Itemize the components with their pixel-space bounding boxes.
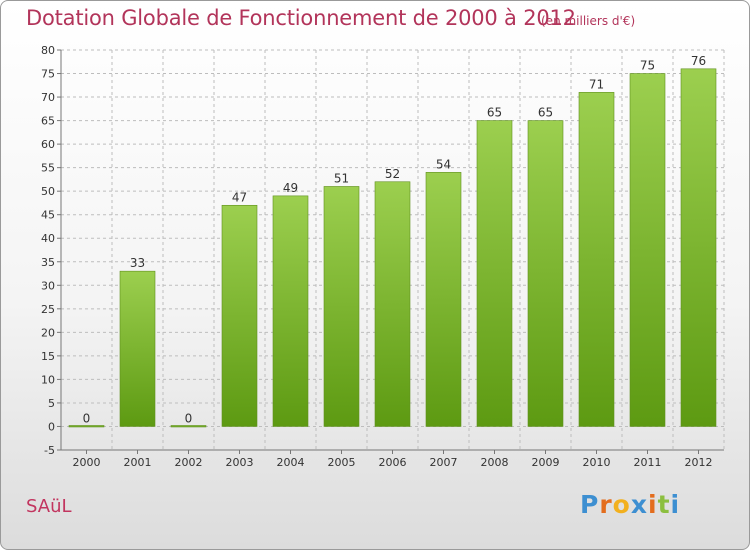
bar-2010 (578, 92, 615, 427)
x-tick-label-2007: 2007 (430, 456, 458, 469)
proxiti-logo[interactable]: Proxiti (580, 490, 680, 519)
data-label-2005: 51 (334, 171, 349, 185)
x-tick-label-2001: 2001 (124, 456, 152, 469)
data-label-2007: 54 (436, 157, 451, 171)
data-label-2001: 33 (130, 256, 145, 270)
x-tick-label-2008: 2008 (481, 456, 509, 469)
bar-2008 (476, 120, 513, 427)
bar-2007 (425, 172, 462, 427)
x-tick-label-2009: 2009 (532, 456, 560, 469)
brand-letter: P (580, 490, 600, 519)
x-tick-label-2006: 2006 (379, 456, 407, 469)
y-tick-label: 80 (41, 44, 55, 57)
brand-letter: i (648, 490, 658, 519)
y-tick-label: 45 (41, 209, 55, 222)
y-tick-label: 30 (41, 279, 55, 292)
brand-letter: i (670, 490, 681, 519)
data-label-2004: 49 (283, 181, 298, 195)
brand-letter: o (612, 490, 631, 519)
data-labels: 0 33 0 47 49 51 52 54 65 65 71 75 76 (83, 54, 706, 426)
data-label-2008: 65 (487, 106, 502, 120)
y-tick-label: 75 (41, 68, 55, 81)
y-tick-label: 50 (41, 185, 55, 198)
y-tick-label: 15 (41, 350, 55, 363)
bar-2004 (272, 195, 309, 427)
bar-2011 (629, 73, 666, 427)
bar-2012 (680, 68, 717, 427)
bar-2000 (68, 425, 105, 428)
y-tick-label: 35 (41, 256, 55, 269)
data-label-2009: 65 (538, 106, 553, 120)
commune-name: SAüL (26, 496, 72, 517)
data-label-2000: 0 (83, 411, 91, 425)
x-tick-label-2010: 2010 (583, 456, 611, 469)
bars (68, 68, 717, 428)
y-tick-label: 5 (48, 397, 55, 410)
y-tick-label: 65 (41, 115, 55, 128)
bar-2009 (527, 120, 564, 427)
brand-letter: r (599, 490, 613, 519)
x-tick-label-2012: 2012 (685, 456, 713, 469)
chart-title: Dotation Globale de Fonctionnement de 20… (26, 6, 576, 30)
y-tick-label: 70 (41, 91, 55, 104)
chart-unit-label: (en milliers d'€) (541, 14, 636, 28)
y-tick-label: -5 (44, 444, 55, 457)
y-tick-label: 10 (41, 373, 55, 386)
x-tick-label-2011: 2011 (634, 456, 662, 469)
data-label-2010: 71 (589, 77, 604, 91)
x-tick-label-2005: 2005 (328, 456, 356, 469)
y-tick-label: 60 (41, 138, 55, 151)
data-label-2003: 47 (232, 190, 247, 204)
y-tick-label: 0 (48, 420, 55, 433)
y-tick-label: 40 (41, 232, 55, 245)
data-label-2002: 0 (185, 411, 193, 425)
data-label-2006: 52 (385, 167, 400, 181)
y-tick-label: 20 (41, 326, 55, 339)
x-tick-label-2000: 2000 (73, 456, 101, 469)
x-tick-label-2004: 2004 (277, 456, 305, 469)
data-label-2011: 75 (640, 59, 655, 73)
brand-letter: x (630, 490, 648, 519)
x-tick-label-2002: 2002 (175, 456, 203, 469)
y-tick-label: 25 (41, 303, 55, 316)
x-tick-label-2003: 2003 (226, 456, 254, 469)
bar-2006 (374, 181, 411, 427)
brand-letter: t (657, 490, 671, 519)
y-tick-label: 55 (41, 162, 55, 175)
bar-2003 (221, 204, 258, 427)
bar-2001 (119, 270, 156, 427)
data-label-2012: 76 (691, 54, 706, 68)
bar-2005 (323, 186, 360, 427)
bar-2002 (170, 425, 207, 428)
